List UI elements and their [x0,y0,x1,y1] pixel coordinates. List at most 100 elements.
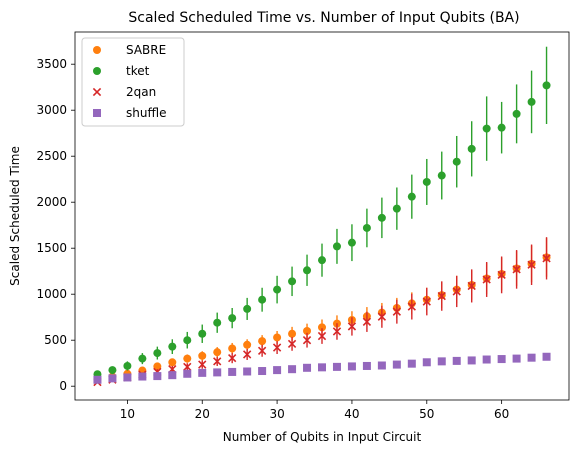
data-point [258,295,267,304]
y-tick-label: 2000 [36,195,67,209]
data-point [242,350,252,359]
data-point [497,270,506,280]
data-point [243,304,252,313]
data-point [422,358,431,367]
series-shuffle [93,352,551,384]
data-point [362,361,371,370]
y-tick-label: 0 [59,379,67,393]
chart-title: Scaled Scheduled Time vs. Number of Inpu… [128,10,519,26]
series-tket [93,46,551,379]
x-tick-label: 40 [344,407,359,421]
data-point [213,348,222,357]
legend-entry-shuffle: shuffle [93,106,166,120]
data-point [288,365,297,374]
data-point [452,157,461,166]
data-point [452,356,461,365]
y-axis: 0 500 1000 1500 2000 2500 3000 3500 [36,57,75,393]
data-point [318,363,326,372]
legend-entry-SABRE: SABRE [93,43,166,57]
data-point [318,323,326,332]
data-point [153,362,162,371]
data-point [437,171,446,180]
data-point [198,368,207,377]
data-point [153,349,162,358]
data-point [198,329,207,338]
data-point [332,362,341,371]
data-point [347,362,356,371]
data-point [377,312,387,321]
legend-entry-2qan: 2qan [92,85,156,99]
data-point [527,353,536,362]
y-tick-label: 3500 [36,57,67,71]
data-point [138,372,147,381]
legend: SABRE tket 2qan shuffle [81,37,185,127]
data-point [123,361,132,370]
data-point [497,355,506,364]
data-point [422,297,431,306]
data-point [303,327,312,335]
data-point [288,329,297,338]
plot-area [93,46,551,387]
data-point [183,336,192,345]
data-point [138,354,147,363]
y-tick-label: 1500 [36,241,67,255]
data-point [392,307,402,316]
data-point [332,242,341,251]
data-point [213,318,222,327]
data-point [422,177,431,186]
legend-marker [93,109,101,117]
data-point [228,314,237,323]
y-tick-label: 3000 [36,103,67,117]
data-point [482,124,491,133]
series-2qan [93,237,551,387]
data-point [512,109,521,118]
data-point [287,339,297,349]
data-point [437,357,446,366]
data-point [273,333,282,342]
data-point [303,266,312,275]
data-point [542,254,551,263]
data-point [467,144,476,153]
data-point [93,375,102,384]
data-point [123,373,132,382]
legend-label: 2qan [126,85,156,99]
x-tick-label: 20 [195,407,210,421]
x-tick-label: 30 [269,407,284,421]
data-point [512,354,521,363]
legend-entry-tket: tket [93,64,150,78]
data-point [198,351,207,360]
data-point [332,327,342,336]
legend-marker [93,67,101,75]
legend-box [81,37,185,127]
x-tick-label: 10 [120,407,135,421]
data-point [362,223,371,232]
data-point [273,366,282,375]
data-point [542,352,551,361]
data-point [467,356,476,365]
data-point [198,360,207,369]
data-point [183,354,192,363]
data-point [213,368,222,377]
data-point [392,360,401,369]
data-point [257,346,267,355]
x-tick-label: 60 [494,407,509,421]
data-point [243,367,252,376]
legend-marker [92,87,102,97]
data-point [108,374,117,383]
data-point [527,97,536,106]
data-point [108,366,117,375]
legend-marker [93,46,101,54]
data-point [347,322,357,331]
data-point [153,372,162,381]
y-axis-label: Scaled Scheduled Time [8,146,22,286]
data-point [318,256,326,265]
y-tick-label: 500 [44,333,67,347]
data-point [303,363,312,372]
data-point [228,353,237,363]
data-point [482,355,491,364]
data-point [377,213,386,222]
data-point [272,343,282,352]
data-point [512,265,521,274]
data-point [497,123,506,132]
data-point [362,317,372,326]
